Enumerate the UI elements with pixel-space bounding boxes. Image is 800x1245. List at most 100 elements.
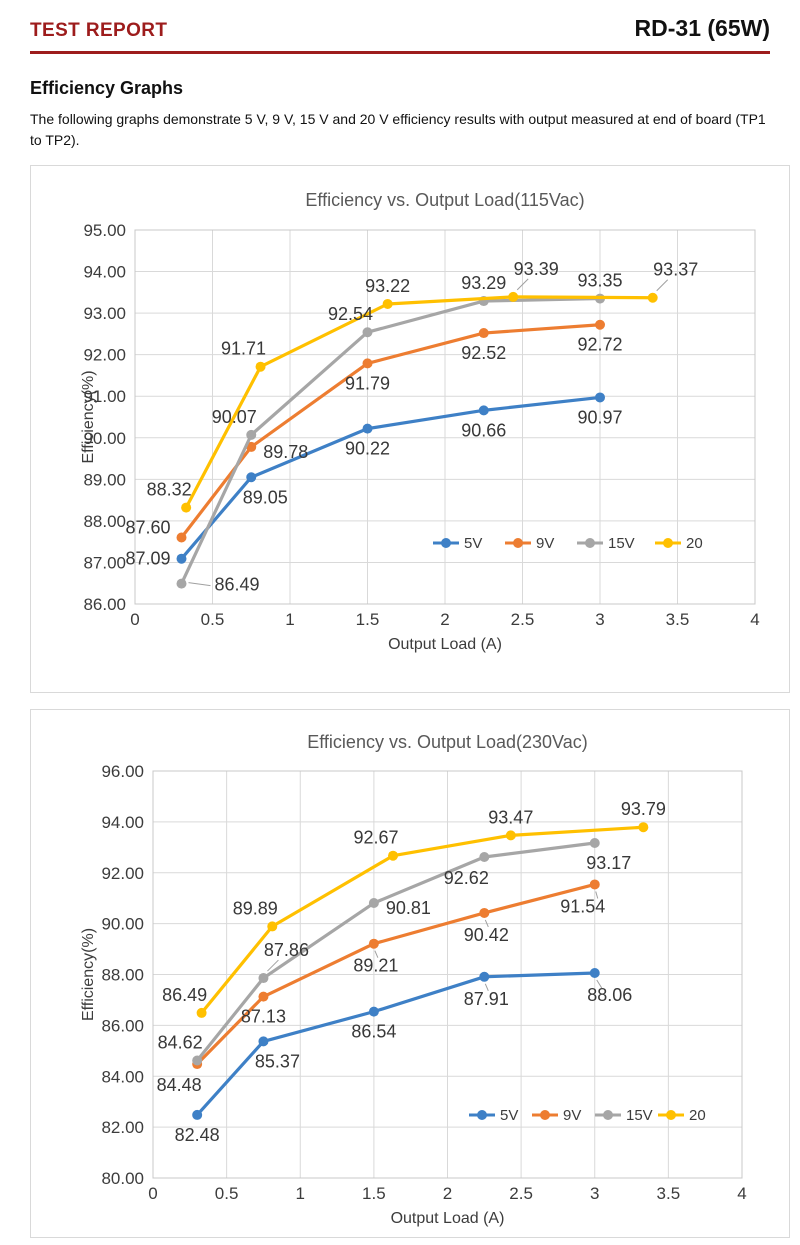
data-point	[382, 298, 393, 309]
legend-marker	[477, 1110, 487, 1120]
series-5v	[192, 967, 600, 1120]
chart-card-115vac: Efficiency vs. Output Load(115Vac) 95.00 9…	[30, 165, 790, 693]
data-point	[368, 1006, 379, 1017]
legend: 5V 9V 15V 20	[433, 535, 703, 552]
data-labels-20: 88.32 91.71 93.22 93.39 93.37	[147, 259, 699, 500]
data-point	[258, 991, 269, 1002]
data-label: 84.62	[158, 1032, 203, 1052]
legend-label: 15V	[608, 535, 635, 552]
data-labels-5v: 82.48 85.37 86.54 87.91 88.06	[175, 979, 632, 1145]
section-body: The following graphs demonstrate 5 V, 9 …	[30, 111, 766, 148]
data-label: 92.52	[461, 343, 506, 363]
data-point	[647, 292, 658, 303]
data-label: 86.54	[351, 1022, 396, 1042]
data-label: 91.79	[345, 373, 390, 393]
plot-border	[134, 229, 756, 605]
chart-card-230vac: Efficiency vs. Output Load(230Vac) 96.00 9…	[30, 709, 790, 1238]
data-labels-15v: 84.62 87.86 90.81 92.62 93.17	[158, 853, 632, 1052]
svg-text:2.5: 2.5	[511, 610, 535, 629]
series-5v	[176, 392, 605, 564]
legend-marker	[663, 538, 673, 548]
data-point	[176, 578, 187, 589]
svg-text:90.00: 90.00	[83, 429, 126, 448]
data-point	[246, 429, 257, 440]
data-label: 87.91	[464, 989, 509, 1009]
legend-label: 20	[689, 1107, 706, 1124]
data-point	[255, 361, 266, 372]
data-label: 92.54	[328, 304, 373, 324]
svg-text:87.00: 87.00	[83, 553, 126, 572]
legend-item-9v: 9V	[532, 1107, 581, 1124]
data-label: 89.21	[353, 956, 398, 976]
data-label: 90.22	[345, 439, 390, 459]
legend-marker	[585, 538, 595, 548]
data-label: 86.49	[162, 985, 207, 1005]
gridlines	[152, 770, 743, 1179]
svg-text:1: 1	[285, 610, 294, 629]
data-point	[479, 851, 490, 862]
data-point	[368, 898, 379, 909]
series-9v	[176, 319, 605, 543]
chart-title: Efficiency vs. Output Load(230Vac)	[307, 732, 588, 752]
plot-border	[152, 770, 743, 1179]
series-15v	[192, 837, 600, 1066]
svg-text:3: 3	[595, 610, 604, 629]
x-axis-title: Output Load (A)	[391, 1210, 505, 1227]
data-point	[368, 938, 379, 949]
report-header: TEST REPORT RD-31 (65W)	[30, 0, 770, 54]
legend-label: 5V	[464, 535, 482, 552]
data-point	[508, 291, 519, 302]
svg-text:3.5: 3.5	[657, 1184, 681, 1203]
data-point	[478, 328, 489, 339]
data-point	[505, 830, 516, 841]
chart-title: Efficiency vs. Output Load(115Vac)	[305, 190, 584, 210]
data-label: 88.32	[147, 480, 192, 500]
svg-text:0: 0	[148, 1184, 157, 1203]
svg-text:0: 0	[130, 610, 139, 629]
legend-marker	[441, 538, 451, 548]
data-label: 91.54	[560, 896, 605, 916]
svg-text:4: 4	[737, 1184, 746, 1203]
y-axis-labels: 95.00 94.00 93.00 92.00 91.00 90.00 89.00 88.00…	[83, 221, 126, 614]
data-point	[181, 502, 192, 513]
svg-text:0.5: 0.5	[201, 610, 225, 629]
legend-label: 15V	[626, 1107, 653, 1124]
data-point	[258, 973, 269, 984]
svg-text:92.00: 92.00	[101, 864, 144, 883]
data-label: 93.47	[488, 807, 533, 827]
x-axis-labels: 0 0.5 1 1.5 2 2.5 3 3.5 4	[148, 1184, 746, 1203]
data-label: 88.06	[587, 985, 632, 1005]
legend-item-15v: 15V	[577, 535, 635, 552]
x-axis-labels: 0 0.5 1 1.5 2 2.5 3 3.5 4	[130, 610, 759, 629]
svg-text:82.00: 82.00	[101, 1118, 144, 1137]
svg-text:2.5: 2.5	[509, 1184, 533, 1203]
legend-label: 20	[686, 535, 703, 552]
data-point	[192, 1055, 203, 1066]
data-point	[589, 837, 600, 848]
svg-text:1: 1	[296, 1184, 305, 1203]
svg-text:0.5: 0.5	[215, 1184, 239, 1203]
data-labels-9v: 87.60 89.78 91.79 92.52 92.72	[125, 335, 622, 538]
report-title: TEST REPORT	[30, 20, 168, 41]
legend-item-5v: 5V	[469, 1107, 518, 1124]
data-label: 90.07	[212, 407, 257, 427]
svg-text:4: 4	[750, 610, 759, 629]
svg-text:2: 2	[440, 610, 449, 629]
svg-text:96.00: 96.00	[101, 762, 144, 781]
svg-text:92.00: 92.00	[83, 346, 126, 365]
data-label: 90.66	[461, 420, 506, 440]
svg-text:91.00: 91.00	[83, 387, 126, 406]
data-point	[176, 553, 187, 564]
efficiency-chart-115vac: Efficiency vs. Output Load(115Vac)95.009…	[80, 190, 760, 653]
data-point	[258, 1036, 269, 1047]
data-point	[479, 907, 490, 918]
data-point	[246, 472, 257, 483]
legend-item-9v: 9V	[505, 535, 554, 552]
svg-text:94.00: 94.00	[83, 263, 126, 282]
legend-marker	[666, 1110, 676, 1120]
svg-text:3.5: 3.5	[666, 610, 690, 629]
data-point	[595, 392, 605, 403]
data-point	[192, 1109, 203, 1120]
data-label: 89.78	[263, 442, 308, 462]
data-labels-15v: 86.49 90.07 92.54 93.29 93.35	[188, 271, 623, 595]
